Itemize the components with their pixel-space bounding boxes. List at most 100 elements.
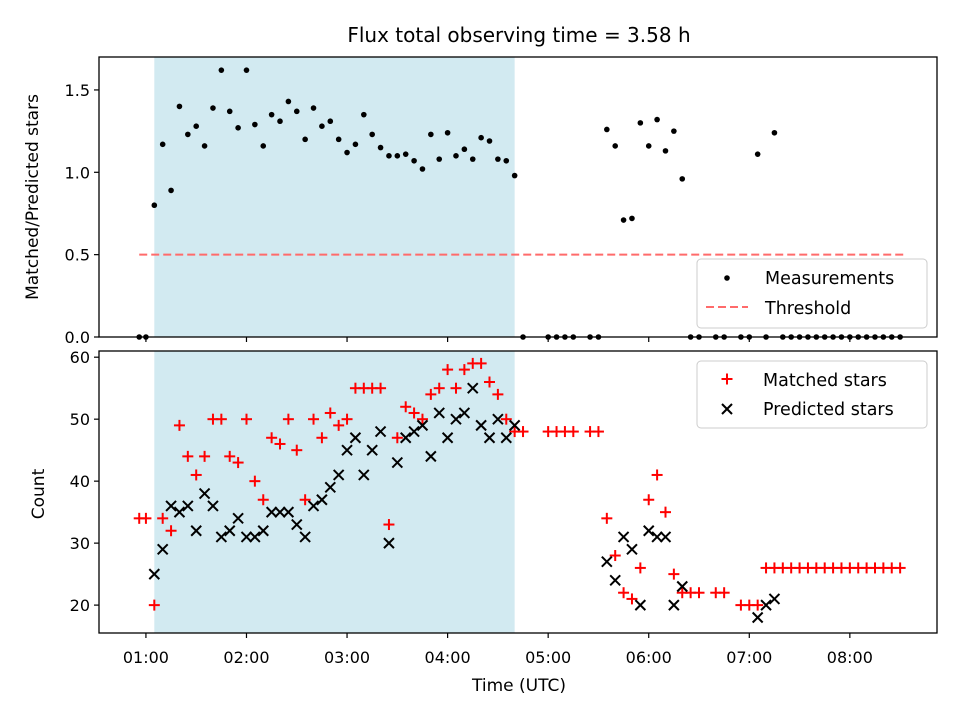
predicted-star-point (626, 543, 638, 556)
measurement-point (210, 105, 216, 111)
matched-star-point (199, 450, 211, 462)
top-y-tick-label: 0.0 (65, 328, 90, 347)
predicted-star-point-b (282, 506, 295, 518)
bottom-y-tick-label: 40 (70, 472, 90, 491)
predicted-star-point (391, 456, 404, 469)
top-axis-layer: 0.0 0.5 1.0 1.5 (65, 81, 851, 347)
measurement-point (637, 120, 644, 126)
bottom-data-layer (133, 357, 906, 624)
measurement-point (377, 144, 384, 151)
predicted-star-point (332, 469, 345, 481)
legend-matched-label: Matched stars (763, 371, 887, 391)
predicted-star-point (458, 407, 471, 419)
measurement-point (335, 136, 342, 143)
x-tick-label: 03:00 (324, 648, 370, 667)
predicted-star-point-b (299, 531, 311, 543)
measurement-point (469, 156, 476, 162)
matched-star-point (282, 413, 294, 425)
legend-measurements-label: Measurements (765, 269, 894, 289)
predicted-star-point-b (441, 432, 454, 444)
bottom-y-tick-label: 60 (70, 348, 90, 367)
predicted-star-point (760, 599, 772, 611)
measurement-point (302, 136, 308, 143)
measurement-point (252, 121, 258, 128)
matched-star-point (148, 599, 160, 611)
predicted-star-point-b (751, 611, 764, 624)
predicted-star-point-b (508, 419, 521, 432)
predicted-star-point (400, 432, 412, 444)
matched-star-point (190, 469, 202, 481)
measurement-point (679, 176, 686, 182)
matched-star-point (299, 494, 311, 506)
matched-star-point (643, 494, 655, 506)
predicted-star-point-b (433, 407, 445, 419)
matched-star-point (634, 562, 646, 574)
predicted-star-point-b (458, 407, 471, 419)
predicted-star-point (383, 537, 395, 549)
matched-star-point (333, 419, 345, 431)
measurement-point (185, 131, 191, 138)
matched-star-point (425, 388, 437, 400)
measurement-point (629, 215, 635, 222)
chart-title: Flux total observing time = 3.58 h (347, 23, 690, 47)
matched-star-point (475, 357, 487, 369)
predicted-star-point (224, 525, 236, 537)
predicted-star-point-b (148, 568, 161, 580)
predicted-star-point-b (400, 432, 412, 444)
matched-star-point (668, 568, 680, 580)
matched-star-point (391, 432, 403, 444)
measurement-point (645, 143, 652, 149)
measurement-point (754, 151, 761, 157)
predicted-star-point-b (391, 456, 404, 469)
bottom-legend-box (696, 360, 928, 429)
measurement-point (671, 128, 677, 134)
measurement-point (411, 157, 417, 164)
measurement-point (285, 98, 292, 105)
measurement-point (243, 67, 250, 73)
predicted-star-point (425, 450, 437, 463)
top-y-tick-label: 1.0 (65, 163, 90, 182)
measurement-point (386, 153, 392, 159)
measurement-point (419, 166, 426, 172)
matched-star-point (165, 525, 177, 537)
matched-star-point (567, 426, 579, 438)
predicted-star-point (190, 525, 202, 537)
predicted-star-point-b (408, 425, 420, 438)
legend-predicted-marker (721, 403, 733, 415)
predicted-star-point-b (768, 593, 781, 605)
predicted-star-point (634, 599, 647, 611)
matched-star-point (659, 506, 671, 518)
measurement-point (771, 129, 778, 136)
matched-star-point (324, 407, 336, 419)
predicted-star-point (374, 425, 387, 438)
top-legend: Measurements Threshold (696, 258, 928, 329)
matched-star-point (240, 413, 252, 425)
measurement-point (268, 111, 275, 118)
predicted-star-point (198, 487, 211, 500)
measurement-point (461, 146, 468, 153)
x-tick-label: 05:00 (525, 648, 571, 667)
predicted-star-point-b (483, 432, 496, 444)
predicted-star-point-b (601, 556, 613, 568)
measurement-point (226, 108, 233, 115)
predicted-star-point (299, 531, 311, 543)
predicted-star-point (500, 432, 512, 444)
predicted-star-point (508, 419, 521, 432)
measurement-point (168, 187, 174, 194)
predicted-star-point (307, 500, 320, 512)
matched-star-point (592, 426, 604, 438)
measurement-point (620, 217, 627, 223)
predicted-star-point-b (609, 574, 621, 587)
matched-star-point (249, 475, 261, 487)
measurement-point (428, 131, 434, 138)
predicted-star-point-b (492, 413, 504, 425)
matched-star-point (500, 413, 512, 425)
measurement-point (361, 111, 367, 118)
matched-star-point (433, 382, 445, 394)
bottom-panel: 20 30 40 50 60 01:00 02:00 03:00 04:00 05:00 06:00… (29, 348, 938, 696)
top-shaded-interval-layer (154, 57, 515, 337)
predicted-star-point (265, 506, 278, 518)
predicted-star-point (173, 506, 186, 518)
x-tick-label: 01:00 (123, 648, 169, 667)
predicted-star-point-b (659, 531, 672, 543)
